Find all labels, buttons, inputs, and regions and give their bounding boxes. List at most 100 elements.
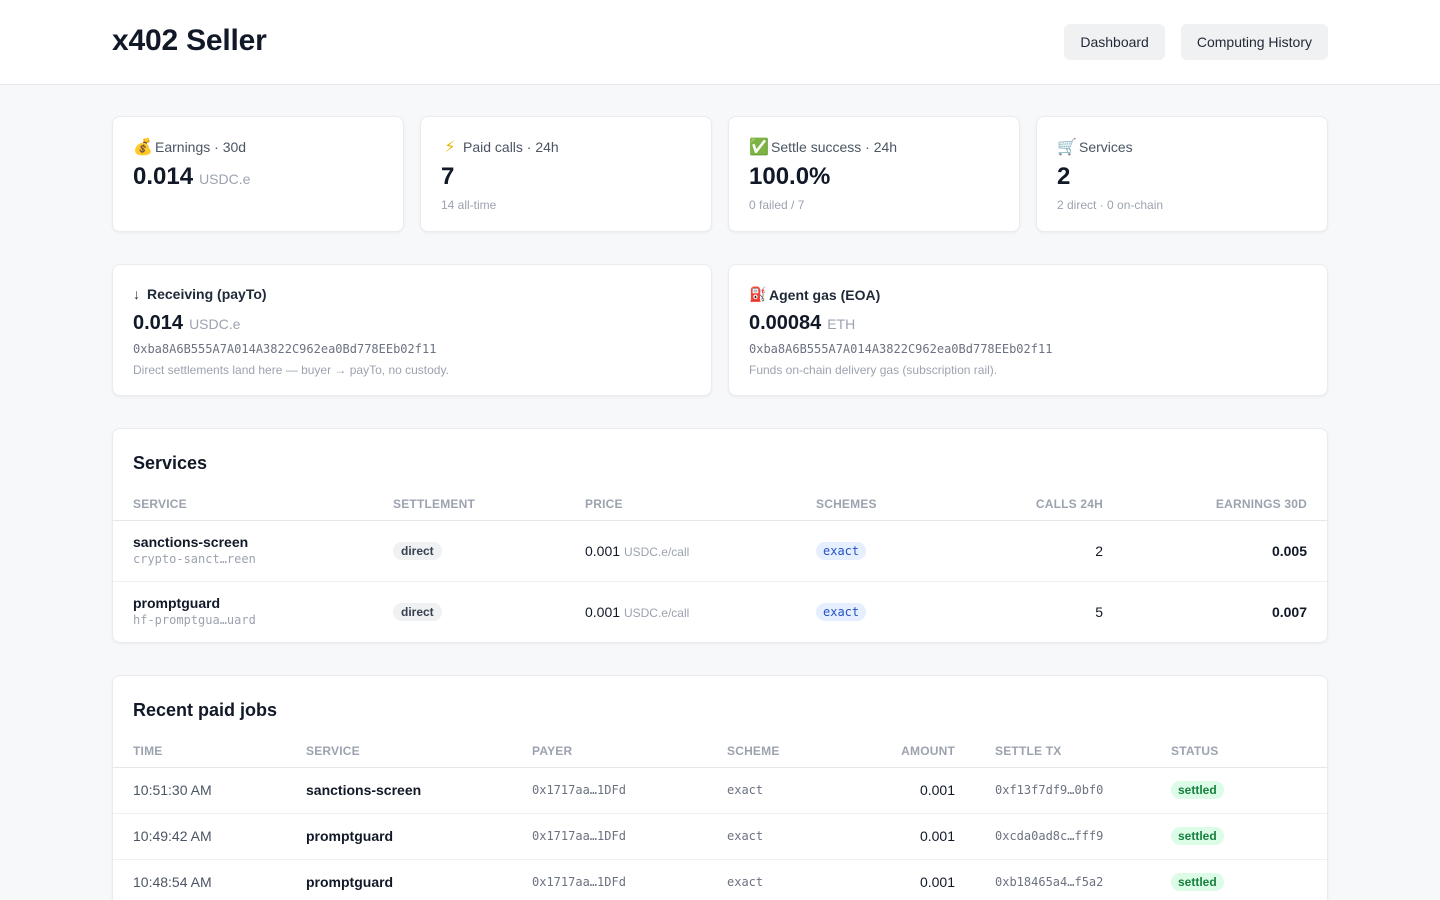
wallet-unit: USDC.e [189, 316, 241, 332]
stat-value: 2 [1057, 163, 1071, 190]
stat-value: 7 [441, 163, 455, 190]
table-row[interactable]: 10:49:42 AM promptguard 0x1717aa…1DFd ex… [113, 813, 1327, 860]
column-header: Settlement [393, 488, 585, 521]
job-amount: 0.001 [827, 767, 955, 814]
stat-subtext: 14 all-time [441, 198, 497, 212]
receiving-wallet-card: ↓ Receiving (payTo) 0.014 USDC.e 0xba8A6… [112, 264, 712, 396]
job-amount: 0.001 [827, 813, 955, 860]
price-value: 0.001 [585, 603, 621, 620]
services-table: Service Settlement Price Schemes Calls 2… [113, 488, 1327, 642]
settlement-badge: direct [393, 602, 442, 621]
status-badge: settled [1171, 827, 1224, 845]
wallet-label: Agent gas (EOA) [769, 286, 881, 303]
scheme-badge: exact [816, 602, 867, 621]
wallet-address[interactable]: 0xba8A6B555A7A014A3822C962ea0Bd778EEb02f… [133, 342, 437, 356]
stat-unit: USDC.e [199, 171, 251, 187]
job-amount: 0.001 [827, 859, 955, 900]
job-service[interactable]: promptguard [306, 813, 532, 860]
money-bag-icon: 💰 [133, 139, 153, 156]
scheme-badge: exact [816, 541, 867, 560]
table-row[interactable]: sanctions-screen crypto-sanct…reen direc… [113, 520, 1327, 582]
check-icon: ✅ [749, 139, 769, 156]
job-time: 10:49:42 AM [113, 813, 306, 860]
stat-subtext: 2 direct · 0 on-chain [1057, 198, 1164, 212]
wallet-address[interactable]: 0xba8A6B555A7A014A3822C962ea0Bd778EEb02f… [749, 342, 1053, 356]
column-header: Status [1171, 735, 1327, 768]
stat-card-paid-calls: ⚡ Paid calls · 24h 7 14 all-time [420, 116, 712, 232]
services-card: Services Service Settlement Price Scheme… [112, 428, 1328, 643]
column-header: Amount [827, 735, 955, 768]
job-time: 10:51:30 AM [113, 767, 306, 814]
stat-label: Paid calls · 24h [463, 139, 559, 155]
job-settle-tx[interactable]: 0xf13f7df9…0bf0 [955, 767, 1171, 814]
job-payer[interactable]: 0x1717aa…1DFd [532, 813, 727, 860]
stat-subtext: 0 failed / 7 [749, 198, 805, 212]
wallet-balance: 0.00084 [749, 312, 822, 334]
stat-card-settle-success: ✅ Settle success · 24h 100.0% 0 failed /… [728, 116, 1020, 232]
job-scheme: exact [727, 813, 827, 860]
price-unit: USDC.e/call [623, 605, 690, 620]
dashboard-button[interactable]: Dashboard [1064, 24, 1165, 60]
stat-card-services: 🛒 Services 2 2 direct · 0 on-chain [1036, 116, 1328, 232]
column-header: Payer [532, 735, 727, 768]
job-scheme: exact [727, 767, 827, 814]
computing-history-button[interactable]: Computing History [1180, 24, 1328, 60]
column-header: Service [306, 735, 532, 768]
calls-count: 5 [1095, 603, 1103, 620]
table-row[interactable]: promptguard hf-promptgua…uard direct 0.0… [113, 581, 1327, 642]
job-payer[interactable]: 0x1717aa…1DFd [532, 767, 727, 814]
job-settle-tx[interactable]: 0xb18465a4…f5a2 [955, 859, 1171, 900]
wallet-unit: ETH [827, 316, 856, 332]
wallet-note: Direct settlements land here — buyer → p… [133, 363, 449, 377]
column-header: Scheme [727, 735, 827, 768]
column-header: Service [113, 488, 393, 521]
agent-gas-card: ⛽ Agent gas (EOA) 0.00084 ETH 0xba8A6B55… [728, 264, 1328, 396]
app-title: x402 Seller [112, 24, 267, 57]
cart-icon: 🛒 [1057, 139, 1077, 156]
column-header: Earnings 30d [1103, 488, 1327, 521]
recent-jobs-table: Time Service Payer Scheme Amount Settle … [113, 735, 1327, 900]
recent-jobs-title: Recent paid jobs [133, 700, 278, 720]
price-value: 0.001 [585, 542, 621, 559]
column-header: Time [113, 735, 306, 768]
job-settle-tx[interactable]: 0xcda0ad8c…fff9 [955, 813, 1171, 860]
stat-value: 0.014 [133, 163, 194, 190]
job-time: 10:48:54 AM [113, 859, 306, 900]
stat-label: Services [1079, 139, 1133, 155]
earnings-value: 0.005 [1103, 520, 1327, 582]
wallet-label: Receiving (payTo) [147, 286, 267, 302]
price-unit: USDC.e/call [623, 544, 690, 559]
fuel-pump-icon: ⛽ [749, 286, 767, 302]
earnings-value: 0.007 [1271, 603, 1307, 620]
stat-value: 100.0% [749, 163, 831, 190]
service-id: hf-promptgua…uard [133, 613, 256, 628]
table-header-row: Time Service Payer Scheme Amount Settle … [113, 735, 1327, 768]
table-row[interactable]: 10:51:30 AM sanctions-screen 0x1717aa…1D… [113, 767, 1327, 814]
lightning-icon: ⚡ [444, 139, 456, 156]
services-title: Services [133, 453, 208, 473]
wallet-balance: 0.014 [133, 312, 184, 334]
column-header: Settle Tx [955, 735, 1171, 768]
recent-jobs-card: Recent paid jobs Time Service Payer Sche… [112, 675, 1328, 900]
service-name[interactable]: sanctions-screen [133, 534, 249, 550]
status-badge: settled [1171, 873, 1224, 891]
settlement-badge: direct [393, 541, 442, 560]
wallet-note: Funds on-chain delivery gas (subscriptio… [749, 363, 998, 377]
top-header: x402 Seller Dashboard Computing History [0, 0, 1440, 85]
stat-label: Earnings · 30d [155, 139, 247, 155]
arrow-down-icon: ↓ [133, 286, 140, 302]
job-scheme: exact [727, 859, 827, 900]
calls-count: 2 [966, 520, 1103, 582]
job-payer[interactable]: 0x1717aa…1DFd [532, 859, 727, 900]
column-header: Schemes [816, 488, 966, 521]
column-header: Calls 24h [966, 488, 1103, 521]
stat-card-earnings: 💰 Earnings · 30d 0.014 USDC.e [112, 116, 404, 232]
service-id: crypto-sanct…reen [133, 552, 256, 566]
job-service[interactable]: sanctions-screen [306, 767, 532, 814]
status-badge: settled [1171, 781, 1224, 799]
table-row[interactable]: 10:48:54 AM promptguard 0x1717aa…1DFd ex… [113, 859, 1327, 900]
job-service[interactable]: promptguard [306, 859, 532, 900]
service-name[interactable]: promptguard [133, 595, 221, 612]
top-nav: Dashboard Computing History [1064, 24, 1328, 60]
stat-label: Settle success · 24h [771, 139, 898, 155]
